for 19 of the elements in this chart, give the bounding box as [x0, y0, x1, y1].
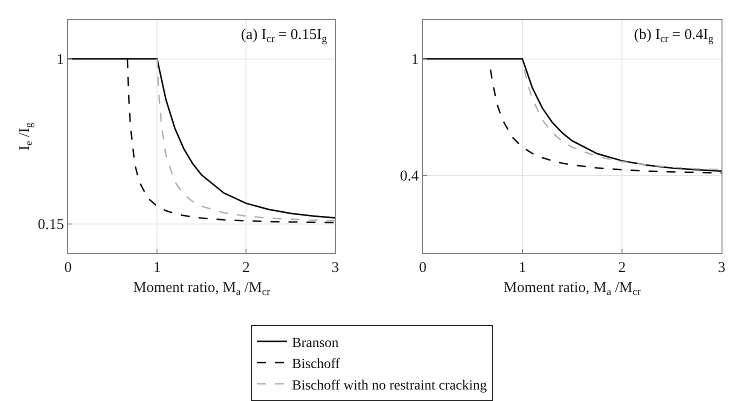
x-tick-label: 1: [153, 260, 161, 276]
y-tick-label: 0.15: [38, 217, 64, 234]
legend-label: Branson: [292, 336, 339, 351]
line-series: [68, 58, 336, 219]
x-tick-label: 2: [618, 260, 626, 276]
legend-label: Bischoff with no restraint cracking: [292, 378, 487, 394]
x-axis-title: Moment ratio, M$_{a}$ /M$_{cr}$: [504, 280, 642, 298]
x-tick-label: 3: [331, 260, 339, 276]
x-tick-label: 0: [419, 260, 427, 276]
x-tick-label: 3: [718, 260, 726, 276]
x-axis-title: Moment ratio, M$_{a}$ /M$_{cr}$: [133, 280, 271, 298]
text: (b) I$_{cr}$ = 0.4I$_{g}$: [634, 27, 714, 46]
line-series: [156, 58, 336, 222]
x-tick-label: 2: [242, 260, 250, 276]
x-tick-label: 1: [518, 260, 526, 276]
y-tick-label: 0.4: [400, 168, 420, 185]
x-tick-label: 0: [64, 260, 72, 276]
text: (a) I$_{cr}$ = 0.15I$_{g}$: [241, 27, 328, 46]
legend-label: Bischoff: [292, 357, 340, 372]
